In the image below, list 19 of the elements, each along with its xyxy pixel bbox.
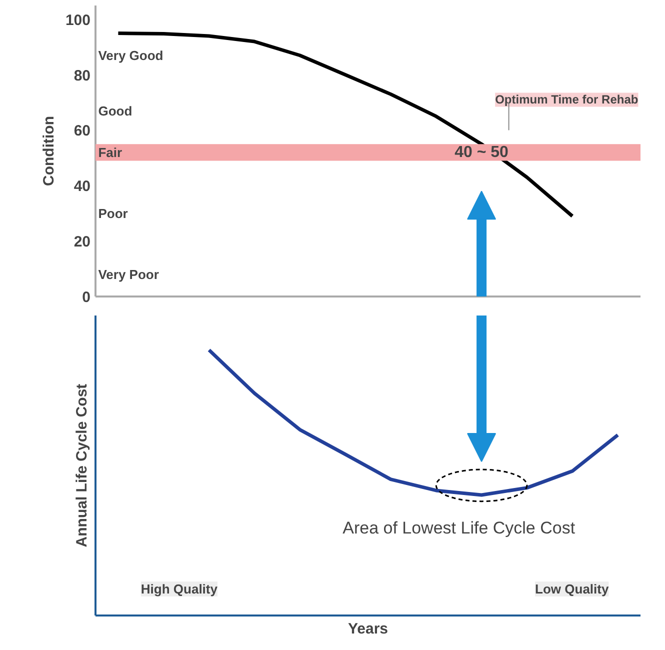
annotation: High Quality	[140, 581, 218, 596]
annotation: 40 ~ 50	[454, 144, 509, 161]
annotation: Optimum Time for Rehab	[495, 92, 638, 107]
band-label: Fair	[98, 144, 122, 160]
y-tick-label: 100	[65, 12, 91, 29]
y-axis-title: Annual Life Cycle Cost	[74, 384, 90, 548]
y-tick-label: 0	[82, 289, 90, 306]
y-tick-label: 40	[74, 178, 91, 196]
x-axis-title: Years	[348, 620, 388, 638]
y-tick-label: 20	[74, 234, 91, 251]
annotation: Very Poor	[98, 266, 159, 282]
annotation: Good	[98, 103, 132, 118]
annotation: Area of Lowest Life Cycle Cost	[342, 518, 576, 538]
annotation: Poor	[98, 206, 128, 221]
y-tick-label: 60	[74, 122, 91, 140]
annotation: Low Quality	[535, 581, 610, 596]
y-axis-title: Condition	[40, 116, 58, 186]
annotation: Very Good	[98, 48, 164, 63]
y-tick-label: 80	[74, 67, 91, 84]
